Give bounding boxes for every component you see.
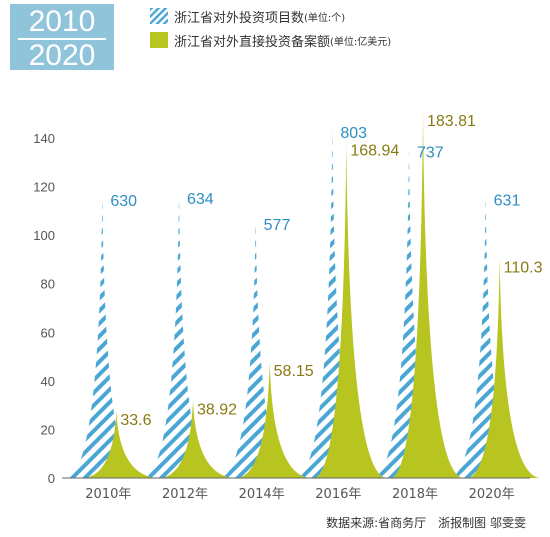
legend-label-projects: 浙江省对外投资项目数 [174,10,305,26]
series-projects [66,125,522,479]
y-axis: 0 20 40 60 80 100 120 140 [33,131,55,486]
projects-data-label: 737 [417,145,444,162]
projects-data-label: 634 [187,191,214,208]
projects-data-label: 631 [494,192,521,209]
projects-spike [143,192,215,479]
amount-data-label: 168.94 [350,143,399,160]
y-tick-label: 20 [41,422,55,437]
projects-spike [373,145,445,478]
amount-data-label: 110.3 [504,259,543,276]
legend-item-amount: 浙江省对外直接投资备案额 (单位:亿美元) [150,28,391,52]
amount-spike [84,411,157,478]
amount-data-label: 183.81 [427,113,476,130]
projects-data-label: 577 [264,217,291,234]
legend-unit-amount: (单位:亿美元) [330,36,392,48]
legend-item-projects: 浙江省对外投资项目数 (单位:个) [150,4,391,28]
amount-data-label: 33.6 [120,412,151,429]
projects-data-label: 803 [340,125,367,142]
x-tick-label: 2016年 [315,487,361,502]
x-tick-label: 2014年 [239,487,285,502]
credit-note: 浙报制图 邬雯雯 [438,516,526,530]
x-tick-label: 2020年 [469,487,515,502]
projects-spike [449,193,522,478]
projects-spike [219,217,292,478]
amount-spike [314,141,387,478]
projects-spike [66,193,139,478]
projects-spike [296,125,369,478]
y-tick-label: 100 [33,228,55,243]
amount-spike [161,400,233,478]
hatch-swatch-icon [150,8,168,24]
amount-spike [237,362,310,478]
x-tick-label: 2012年 [162,487,208,502]
projects-data-label: 630 [110,193,137,210]
y-tick-label: 40 [41,374,55,389]
badge-start-year: 2010 [28,5,96,38]
year-range-badge: 2010 2020 [10,4,114,72]
amount-spike [391,111,463,479]
source-note: 数据来源:省商务厅 [326,516,427,530]
y-tick-label: 120 [33,180,55,195]
footer: 数据来源:省商务厅 浙报制图 邬雯雯 [326,514,526,531]
amount-data-label: 38.92 [197,401,237,418]
y-tick-label: 0 [48,471,55,486]
y-tick-label: 60 [41,325,55,340]
legend-label-amount: 浙江省对外直接投资备案额 [174,34,331,50]
legend: 浙江省对外投资项目数 (单位:个) 浙江省对外直接投资备案额 (单位:亿美元) [150,4,391,52]
x-axis: 2010年 2012年 2014年 2016年 2018年 2020年 [85,487,514,502]
legend-unit-projects: (单位:个) [304,12,346,24]
series-amount [84,111,540,479]
badge-end-year: 2020 [28,39,96,72]
y-tick-label: 140 [33,131,55,146]
badge-divider [18,38,106,40]
amount-data-label: 58.15 [274,363,314,380]
x-tick-label: 2010年 [85,487,131,502]
x-tick-label: 2018年 [392,487,438,502]
y-tick-label: 80 [41,277,55,292]
amount-spike [467,258,540,478]
solid-swatch-icon [150,32,168,48]
